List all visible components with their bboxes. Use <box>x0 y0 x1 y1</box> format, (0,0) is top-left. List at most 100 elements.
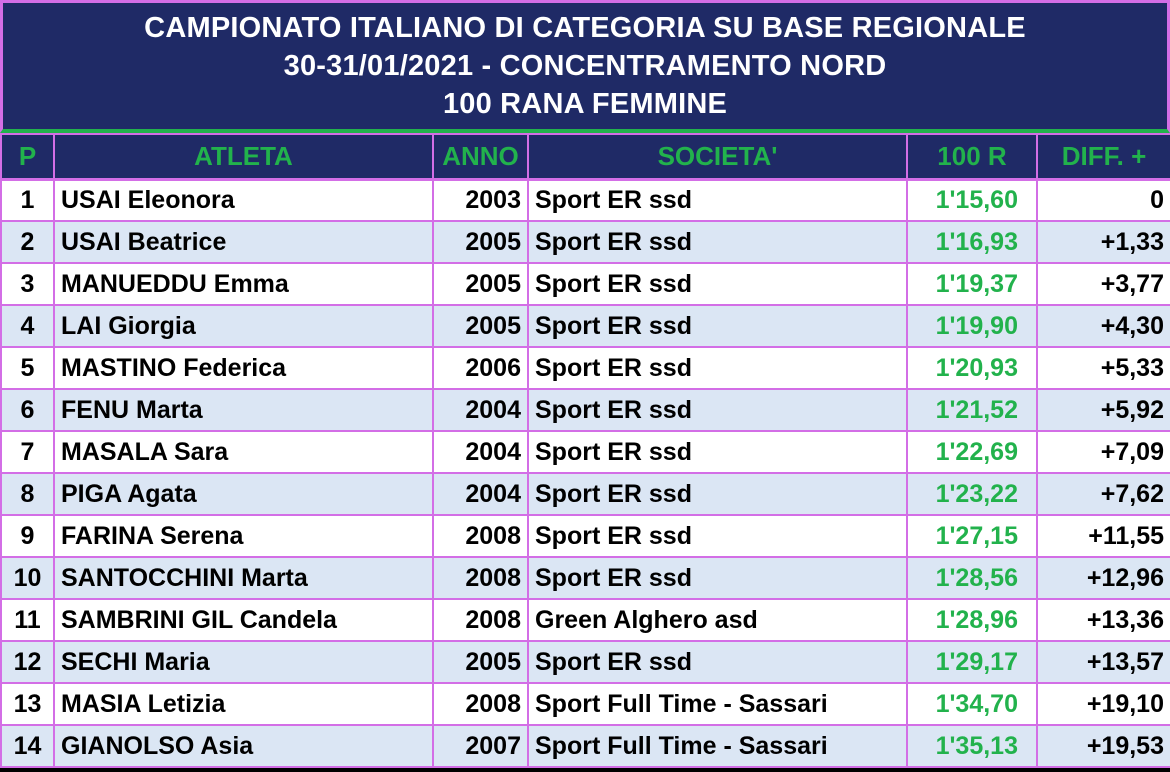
cell-diff: +7,62 <box>1036 472 1170 516</box>
cell-athlete: PIGA Agata <box>53 472 434 516</box>
cell-time: 1'27,15 <box>906 514 1038 558</box>
cell-diff: +5,92 <box>1036 388 1170 432</box>
cell-time: 1'29,17 <box>906 640 1038 684</box>
cell-year: 2005 <box>432 220 529 264</box>
cell-position: 13 <box>0 682 55 726</box>
table-row: 6 FENU Marta 2004 Sport ER ssd 1'21,52 +5,92 <box>0 388 1170 432</box>
cell-time: 1'16,93 <box>906 220 1038 264</box>
cell-year: 2008 <box>432 598 529 642</box>
cell-position: 4 <box>0 304 55 348</box>
cell-athlete: USAI Beatrice <box>53 220 434 264</box>
cell-time: 1'15,60 <box>906 178 1038 222</box>
cell-diff: +19,53 <box>1036 724 1170 768</box>
cell-athlete: SAMBRINI GIL Candela <box>53 598 434 642</box>
table-row: 14 GIANOLSO Asia 2007 Sport Full Time - Sas… <box>0 724 1170 768</box>
cell-time: 1'20,93 <box>906 346 1038 390</box>
cell-time: 1'28,96 <box>906 598 1038 642</box>
table-row: 13 MASIA Letizia 2008 Sport Full Time - Sas… <box>0 682 1170 726</box>
cell-time: 1'21,52 <box>906 388 1038 432</box>
cell-diff: +11,55 <box>1036 514 1170 558</box>
cell-year: 2005 <box>432 262 529 306</box>
cell-athlete: FENU Marta <box>53 388 434 432</box>
cell-club: Sport ER ssd <box>527 430 908 474</box>
cell-athlete: MASTINO Federica <box>53 346 434 390</box>
cell-club: Sport ER ssd <box>527 472 908 516</box>
cell-club: Green Alghero asd <box>527 598 908 642</box>
cell-position: 6 <box>0 388 55 432</box>
cell-diff: +13,57 <box>1036 640 1170 684</box>
cell-athlete: LAI Giorgia <box>53 304 434 348</box>
cell-club: Sport ER ssd <box>527 346 908 390</box>
cell-club: Sport ER ssd <box>527 388 908 432</box>
cell-time: 1'19,37 <box>906 262 1038 306</box>
cell-diff: +4,30 <box>1036 304 1170 348</box>
cell-diff: +3,77 <box>1036 262 1170 306</box>
cell-time: 1'23,22 <box>906 472 1038 516</box>
competition-title: CAMPIONATO ITALIANO DI CATEGORIA SU BASE… <box>144 12 1026 44</box>
header-position: P <box>0 133 55 181</box>
header-time: 100 R <box>906 133 1038 181</box>
table-row: 2 USAI Beatrice 2005 Sport ER ssd 1'16,93 +1,… <box>0 220 1170 264</box>
cell-club: Sport Full Time - Sassari <box>527 724 908 768</box>
cell-year: 2004 <box>432 472 529 516</box>
table-row: 10 SANTOCCHINI Marta 2008 Sport ER ssd 1'28,… <box>0 556 1170 600</box>
cell-diff: +13,36 <box>1036 598 1170 642</box>
cell-athlete: SANTOCCHINI Marta <box>53 556 434 600</box>
cell-club: Sport ER ssd <box>527 514 908 558</box>
event-name: 100 RANA FEMMINE <box>442 88 728 120</box>
cell-athlete: USAI Eleonora <box>53 178 434 222</box>
cell-position: 3 <box>0 262 55 306</box>
header-athlete: ATLETA <box>53 133 434 181</box>
table-row: 5 MASTINO Federica 2006 Sport ER ssd 1'20,93… <box>0 346 1170 390</box>
cell-year: 2007 <box>432 724 529 768</box>
cell-position: 7 <box>0 430 55 474</box>
cell-year: 2004 <box>432 430 529 474</box>
cell-position: 10 <box>0 556 55 600</box>
cell-position: 8 <box>0 472 55 516</box>
table-row: 9 FARINA Serena 2008 Sport ER ssd 1'27,15 +11… <box>0 514 1170 558</box>
cell-club: Sport ER ssd <box>527 556 908 600</box>
cell-club: Sport ER ssd <box>527 304 908 348</box>
cell-time: 1'22,69 <box>906 430 1038 474</box>
table-row: 1 USAI Eleonora 2003 Sport ER ssd 1'15,60 0 <box>0 178 1170 222</box>
cell-year: 2008 <box>432 682 529 726</box>
table-header-row: P ATLETA ANNO SOCIETA' 100 R DIFF. + <box>0 133 1170 181</box>
header-club: SOCIETA' <box>527 133 908 181</box>
cell-athlete: MANUEDDU Emma <box>53 262 434 306</box>
cell-club: Sport ER ssd <box>527 640 908 684</box>
cell-position: 1 <box>0 178 55 222</box>
cell-year: 2008 <box>432 514 529 558</box>
cell-diff: +5,33 <box>1036 346 1170 390</box>
cell-athlete: GIANOLSO Asia <box>53 724 434 768</box>
cell-diff: +7,09 <box>1036 430 1170 474</box>
table-row: 4 LAI Giorgia 2005 Sport ER ssd 1'19,90 +4,30 <box>0 304 1170 348</box>
cell-year: 2003 <box>432 178 529 222</box>
cell-position: 12 <box>0 640 55 684</box>
cell-year: 2004 <box>432 388 529 432</box>
cell-year: 2006 <box>432 346 529 390</box>
results-table: P ATLETA ANNO SOCIETA' 100 R DIFF. + 1 US… <box>0 133 1170 768</box>
event-date-venue: 30-31/01/2021 - CONCENTRAMENTO NORD <box>283 50 887 82</box>
cell-year: 2008 <box>432 556 529 600</box>
cell-year: 2005 <box>432 640 529 684</box>
cell-time: 1'19,90 <box>906 304 1038 348</box>
table-row: 11 SAMBRINI GIL Candela 2008 Green Alghero … <box>0 598 1170 642</box>
cell-athlete: FARINA Serena <box>53 514 434 558</box>
cell-diff: +12,96 <box>1036 556 1170 600</box>
cell-diff: +1,33 <box>1036 220 1170 264</box>
cell-time: 1'34,70 <box>906 682 1038 726</box>
cell-club: Sport ER ssd <box>527 178 908 222</box>
cell-position: 9 <box>0 514 55 558</box>
cell-athlete: SECHI Maria <box>53 640 434 684</box>
cell-diff: +19,10 <box>1036 682 1170 726</box>
cell-time: 1'28,56 <box>906 556 1038 600</box>
cell-diff: 0 <box>1036 178 1170 222</box>
cell-position: 2 <box>0 220 55 264</box>
title-block: CAMPIONATO ITALIANO DI CATEGORIA SU BASE… <box>0 0 1170 133</box>
cell-club: Sport ER ssd <box>527 220 908 264</box>
cell-athlete: MASIA Letizia <box>53 682 434 726</box>
cell-year: 2005 <box>432 304 529 348</box>
header-year: ANNO <box>432 133 529 181</box>
header-diff: DIFF. + <box>1036 133 1170 181</box>
